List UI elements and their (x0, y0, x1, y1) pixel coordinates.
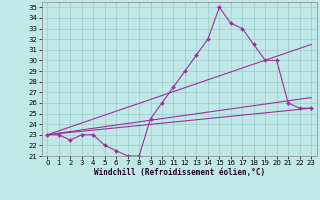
X-axis label: Windchill (Refroidissement éolien,°C): Windchill (Refroidissement éolien,°C) (94, 168, 265, 177)
